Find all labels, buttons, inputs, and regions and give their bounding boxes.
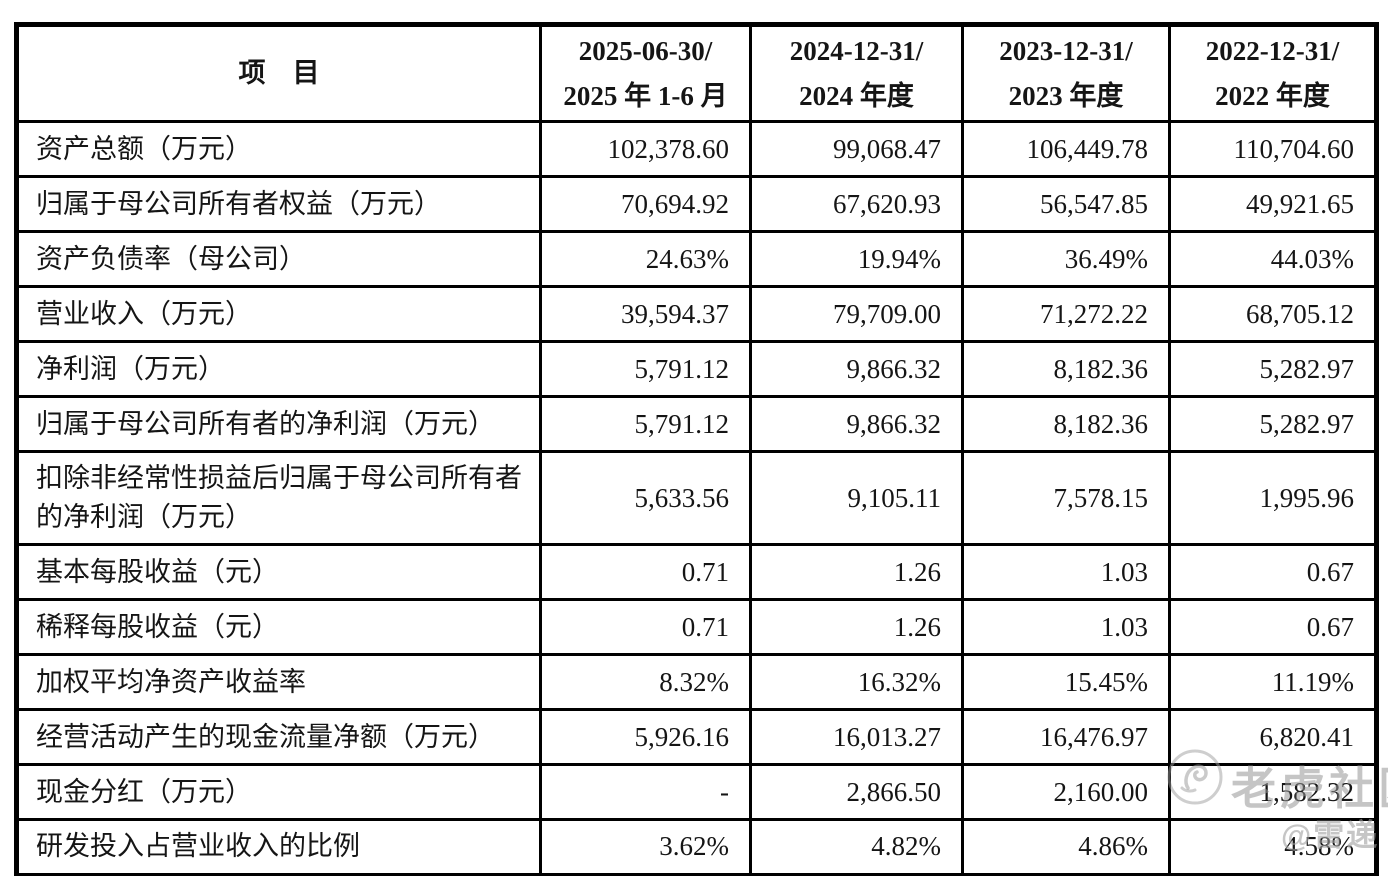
cell-value: 99,068.47 [749, 120, 964, 179]
table-row-debt-ratio: 资产负债率（母公司） 24.63% 19.94% 36.49% 44.03% [15, 230, 1378, 289]
cell-value: 36.49% [961, 230, 1171, 289]
cell-value: 5,282.97 [1168, 395, 1378, 454]
cell-value: 1.26 [749, 543, 964, 602]
table-row-total-assets: 资产总额（万元） 102,378.60 99,068.47 106,449.78… [15, 120, 1378, 179]
header-period-2025-date: 2025-06-30/ [578, 36, 713, 66]
cell-value: 71,272.22 [961, 285, 1171, 344]
cell-value: 5,791.12 [539, 395, 752, 454]
table-row-diluted-eps: 稀释每股收益（元） 0.71 1.26 1.03 0.67 [15, 598, 1378, 657]
cell-value: 19.94% [749, 230, 964, 289]
row-label: 归属于母公司所有者权益（万元） [15, 175, 542, 234]
cell-value: 56,547.85 [961, 175, 1171, 234]
header-period-2022: 2022-12-31/ 2022 年度 [1168, 22, 1378, 124]
row-label: 营业收入（万元） [15, 285, 542, 344]
row-label: 稀释每股收益（元） [15, 598, 542, 657]
cell-value: 9,866.32 [749, 340, 964, 399]
header-period-2023-span: 2023 年度 [1008, 80, 1124, 111]
header-item: 项 目 [15, 22, 542, 124]
cell-value: 16.32% [749, 653, 964, 712]
cell-value: 11.19% [1168, 653, 1378, 712]
cell-value: 68,705.12 [1168, 285, 1378, 344]
header-period-2023: 2023-12-31/ 2023 年度 [961, 22, 1171, 124]
cell-value: 0.67 [1168, 543, 1378, 602]
row-label: 现金分红（万元） [15, 763, 542, 822]
row-label: 扣除非经常性损益后归属于母公司所有者的净利润（万元） [15, 450, 542, 547]
cell-value: 5,926.16 [539, 708, 752, 767]
cell-value: 2,160.00 [961, 763, 1171, 822]
cell-value: 6,820.41 [1168, 708, 1378, 767]
table-row-operating-cash-flow: 经营活动产生的现金流量净额（万元） 5,926.16 16,013.27 16,… [15, 708, 1378, 767]
cell-value: - [539, 763, 752, 822]
table-row-cash-dividend: 现金分红（万元） - 2,866.50 2,160.00 1,582.32 [15, 763, 1378, 822]
row-label: 归属于母公司所有者的净利润（万元） [15, 395, 542, 454]
financial-summary-table-wrap: 项 目 2025-06-30/ 2025 年 1-6 月 2024-12-31/… [14, 22, 1379, 876]
row-label: 资产总额（万元） [15, 120, 542, 179]
table-row-parent-net-profit: 归属于母公司所有者的净利润（万元） 5,791.12 9,866.32 8,18… [15, 395, 1378, 454]
cell-value: 4.82% [749, 818, 964, 876]
cell-value: 3.62% [539, 818, 752, 876]
cell-value: 4.86% [961, 818, 1171, 876]
header-period-2025: 2025-06-30/ 2025 年 1-6 月 [539, 22, 752, 124]
cell-value: 102,378.60 [539, 120, 752, 179]
cell-value: 8.32% [539, 653, 752, 712]
table-row-net-profit: 净利润（万元） 5,791.12 9,866.32 8,182.36 5,282… [15, 340, 1378, 399]
cell-value: 5,282.97 [1168, 340, 1378, 399]
row-label: 资产负债率（母公司） [15, 230, 542, 289]
row-label: 净利润（万元） [15, 340, 542, 399]
cell-value: 110,704.60 [1168, 120, 1378, 179]
cell-value: 1.03 [961, 598, 1171, 657]
row-label: 经营活动产生的现金流量净额（万元） [15, 708, 542, 767]
row-label: 基本每股收益（元） [15, 543, 542, 602]
table-row-deducted-net-profit: 扣除非经常性损益后归属于母公司所有者的净利润（万元） 5,633.56 9,10… [15, 450, 1378, 547]
financial-summary-table: 项 目 2025-06-30/ 2025 年 1-6 月 2024-12-31/… [14, 22, 1379, 876]
cell-value: 4.58% [1168, 818, 1378, 876]
cell-value: 106,449.78 [961, 120, 1171, 179]
table-row-revenue: 营业收入（万元） 39,594.37 79,709.00 71,272.22 6… [15, 285, 1378, 344]
header-row: 项 目 2025-06-30/ 2025 年 1-6 月 2024-12-31/… [15, 22, 1378, 124]
cell-value: 79,709.00 [749, 285, 964, 344]
cell-value: 1.26 [749, 598, 964, 657]
cell-value: 70,694.92 [539, 175, 752, 234]
header-period-2024: 2024-12-31/ 2024 年度 [749, 22, 964, 124]
header-period-2022-span: 2022 年度 [1215, 80, 1330, 111]
cell-value: 7,578.15 [961, 450, 1171, 547]
cell-value: 8,182.36 [961, 340, 1171, 399]
cell-value: 0.67 [1168, 598, 1378, 657]
header-period-2022-date: 2022-12-31/ [1205, 36, 1340, 66]
cell-value: 1,582.32 [1168, 763, 1378, 822]
cell-value: 16,476.97 [961, 708, 1171, 767]
table-row-parent-equity: 归属于母公司所有者权益（万元） 70,694.92 67,620.93 56,5… [15, 175, 1378, 234]
table-row-basic-eps: 基本每股收益（元） 0.71 1.26 1.03 0.67 [15, 543, 1378, 602]
cell-value: 0.71 [539, 543, 752, 602]
cell-value: 1.03 [961, 543, 1171, 602]
cell-value: 0.71 [539, 598, 752, 657]
header-period-2024-span: 2024 年度 [799, 80, 914, 111]
cell-value: 2,866.50 [749, 763, 964, 822]
cell-value: 1,995.96 [1168, 450, 1378, 547]
row-label: 加权平均净资产收益率 [15, 653, 542, 712]
cell-value: 44.03% [1168, 230, 1378, 289]
table-row-weighted-roe: 加权平均净资产收益率 8.32% 16.32% 15.45% 11.19% [15, 653, 1378, 712]
cell-value: 5,633.56 [539, 450, 752, 547]
header-period-2023-date: 2023-12-31/ [999, 36, 1133, 66]
cell-value: 15.45% [961, 653, 1171, 712]
table-row-rd-ratio: 研发投入占营业收入的比例 3.62% 4.82% 4.86% 4.58% [15, 818, 1378, 876]
header-period-2024-date: 2024-12-31/ [789, 36, 924, 66]
cell-value: 67,620.93 [749, 175, 964, 234]
cell-value: 24.63% [539, 230, 752, 289]
cell-value: 9,105.11 [749, 450, 964, 547]
cell-value: 39,594.37 [539, 285, 752, 344]
row-label: 研发投入占营业收入的比例 [15, 818, 542, 876]
cell-value: 49,921.65 [1168, 175, 1378, 234]
cell-value: 16,013.27 [749, 708, 964, 767]
cell-value: 9,866.32 [749, 395, 964, 454]
cell-value: 5,791.12 [539, 340, 752, 399]
header-period-2025-span: 2025 年 1-6 月 [563, 80, 728, 111]
cell-value: 8,182.36 [961, 395, 1171, 454]
